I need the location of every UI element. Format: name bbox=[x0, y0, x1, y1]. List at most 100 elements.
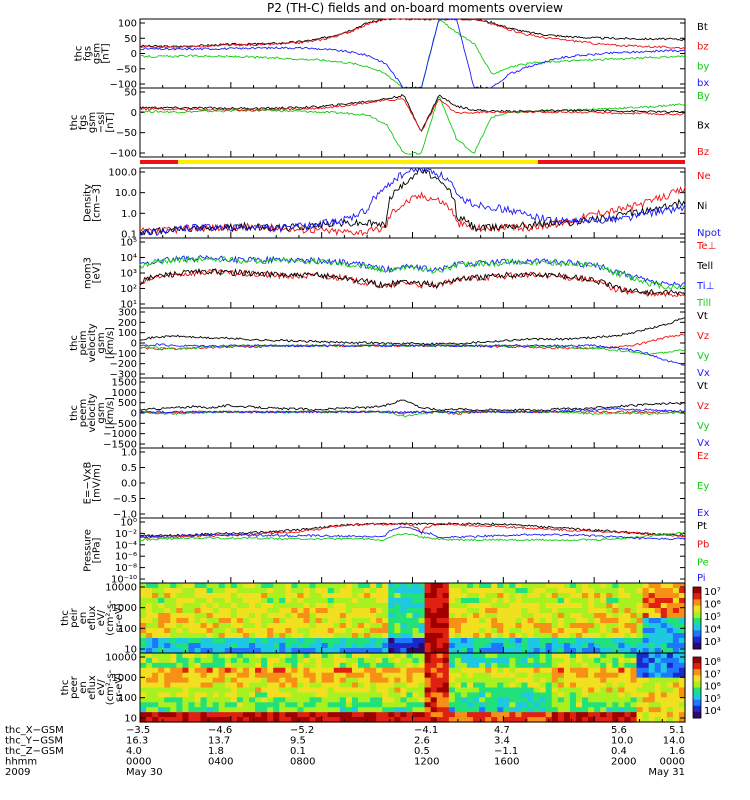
spectrogram-cell bbox=[140, 628, 147, 634]
panel-peir: 10⁷10⁶10⁵10⁴10³10000100010010thcpeirenef… bbox=[60, 582, 721, 656]
spectrogram-cell bbox=[582, 588, 589, 594]
spectrogram-cell bbox=[182, 623, 190, 629]
spectrogram-cell bbox=[279, 682, 286, 689]
y-tick-label: −100 bbox=[110, 349, 137, 360]
spectrogram-cell bbox=[249, 623, 256, 629]
spectrogram-cell bbox=[576, 623, 583, 629]
spectrogram-cell bbox=[327, 677, 335, 684]
spectrogram-cell bbox=[333, 598, 341, 604]
spectrogram-cell bbox=[533, 623, 541, 629]
spectrogram-cell bbox=[430, 633, 438, 639]
spectrogram-cell bbox=[315, 613, 323, 619]
spectrogram-cell bbox=[618, 603, 626, 609]
spectrogram-cell bbox=[140, 623, 147, 629]
spectrogram-cell bbox=[206, 712, 214, 718]
spectrogram-cell bbox=[249, 672, 256, 679]
spectrogram-cell bbox=[636, 697, 644, 703]
spectrogram-cell bbox=[636, 598, 644, 604]
spectrogram-cell bbox=[672, 667, 680, 674]
spectrogram-cell bbox=[642, 633, 650, 639]
spectrogram-cell bbox=[182, 593, 190, 599]
spectrogram-cell bbox=[285, 598, 292, 604]
spectrogram-cell bbox=[194, 667, 202, 674]
spectrogram-cell bbox=[376, 598, 383, 604]
spectrogram-cell bbox=[285, 687, 292, 694]
spectrogram-cell bbox=[242, 608, 250, 614]
spectrogram-cell bbox=[394, 633, 401, 639]
spectrogram-cell bbox=[261, 672, 268, 679]
spectrogram-cell bbox=[255, 667, 262, 674]
spectrogram-cell bbox=[170, 657, 177, 664]
spectrogram-cell bbox=[448, 662, 456, 669]
spectrogram-cell bbox=[176, 682, 183, 689]
spectrogram-cell bbox=[448, 687, 456, 694]
spectrogram-cell bbox=[382, 672, 389, 679]
spectrogram-cell bbox=[242, 603, 250, 609]
spectrogram-cell bbox=[152, 593, 159, 599]
spectrogram-cell bbox=[539, 712, 547, 718]
spectrogram-cell bbox=[430, 717, 438, 723]
spectrogram-cell bbox=[364, 628, 371, 634]
spectrogram-cell bbox=[539, 603, 547, 609]
spectrogram-cell bbox=[418, 687, 426, 694]
spectrogram-cell bbox=[394, 628, 401, 634]
spectrogram-cell bbox=[285, 653, 292, 659]
spectrogram-cell bbox=[358, 687, 365, 694]
spectrogram-cell bbox=[388, 662, 395, 669]
spectrogram-cell bbox=[582, 623, 589, 629]
spectrogram-cell bbox=[291, 662, 299, 669]
spectrogram-cell bbox=[557, 638, 565, 644]
spectrogram-cell bbox=[297, 682, 305, 689]
spectrogram-cell bbox=[200, 603, 208, 609]
spectrogram-cell bbox=[394, 638, 401, 644]
spectrogram-cell bbox=[230, 702, 238, 708]
spectrogram-cell bbox=[224, 598, 232, 604]
spectrogram-cell bbox=[497, 643, 504, 649]
spectrogram-cell bbox=[521, 672, 529, 679]
spectrogram-cell bbox=[249, 697, 256, 703]
spectrogram-cell bbox=[479, 707, 486, 713]
spectrogram-cell bbox=[557, 702, 565, 708]
y-tick-label: 10000 bbox=[105, 653, 137, 664]
spectrogram-cell bbox=[242, 623, 250, 629]
spectrogram-cell bbox=[212, 598, 220, 604]
spectrogram-cell bbox=[479, 687, 486, 694]
spectrogram-cell bbox=[678, 638, 686, 644]
spectrogram-cell bbox=[382, 657, 389, 664]
spectrogram-cell bbox=[678, 633, 686, 639]
spectrogram-cell bbox=[406, 638, 414, 644]
spectrogram-cell bbox=[612, 712, 619, 718]
spectrogram-cell bbox=[255, 707, 262, 713]
spectrogram-cell bbox=[503, 692, 510, 698]
spectrogram-cell bbox=[666, 588, 674, 594]
spectrogram-cell bbox=[206, 613, 214, 619]
spectrogram-cell bbox=[152, 672, 159, 679]
spectrogram-cell bbox=[242, 697, 250, 703]
spectrogram-cell bbox=[612, 598, 619, 604]
spectrogram-cell bbox=[249, 687, 256, 694]
spectrogram-cell bbox=[285, 707, 292, 713]
spectrogram-cell bbox=[370, 638, 377, 644]
spectrogram-cell bbox=[224, 702, 232, 708]
spectrogram-cell bbox=[152, 697, 159, 703]
spectrogram-cell bbox=[255, 702, 262, 708]
ephemeris-value: 16.3 bbox=[126, 736, 148, 747]
spectrogram-cell bbox=[321, 657, 329, 664]
spectrogram-cell bbox=[624, 583, 632, 589]
spectrogram-cell bbox=[206, 682, 214, 689]
spectrogram-cell bbox=[630, 687, 638, 694]
spectrogram-cell bbox=[666, 653, 674, 659]
spectrogram-cell bbox=[618, 623, 626, 629]
spectrogram-cell bbox=[236, 702, 244, 708]
spectrogram-cell bbox=[230, 672, 238, 679]
spectrogram-cell bbox=[188, 677, 196, 684]
spectrogram-cell bbox=[636, 682, 644, 689]
spectrogram-cell bbox=[521, 707, 529, 713]
spectrogram-cell bbox=[382, 583, 389, 589]
spectrogram-cell bbox=[648, 598, 656, 604]
spectrogram-cell bbox=[291, 687, 299, 694]
colorbar-tick-label: 10⁵ bbox=[704, 612, 721, 623]
spectrogram-cell bbox=[491, 628, 498, 634]
colorbar-swatch bbox=[693, 705, 701, 710]
spectrogram-cell bbox=[388, 653, 395, 659]
